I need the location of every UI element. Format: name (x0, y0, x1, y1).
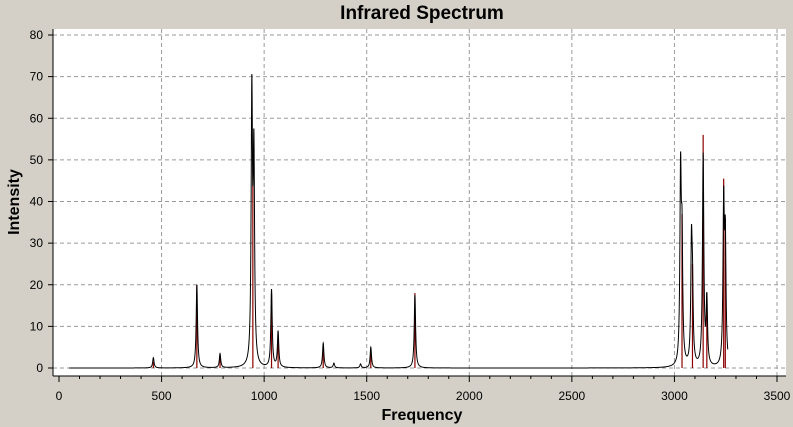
tick-labels: 0 500 1000 1500 2000 2500 3000 3500 0 10 20 30 40 50 6… (30, 28, 791, 403)
x-tick-label: 2000 (456, 389, 483, 403)
grid-lines (53, 29, 786, 376)
y-axis-label: Intensity (6, 169, 23, 235)
y-tick-label: 70 (30, 70, 44, 84)
y-tick-label: 80 (30, 28, 44, 42)
x-tick-label: 0 (56, 389, 63, 403)
y-tick-label: 40 (30, 195, 44, 209)
x-tick-label: 3000 (661, 389, 688, 403)
plot-area (53, 29, 786, 376)
spectrum-series (69, 73, 729, 369)
x-tick-label: 1000 (251, 389, 278, 403)
x-tick-label: 3500 (764, 389, 791, 403)
x-tick-label: 500 (152, 389, 172, 403)
axes (48, 29, 786, 382)
chart-title: Infrared Spectrum (340, 3, 504, 24)
y-tick-label: 20 (30, 278, 44, 292)
title-bar (0, 0, 793, 26)
y-tick-label: 0 (36, 361, 43, 375)
x-tick-label: 1500 (353, 389, 380, 403)
y-tick-label: 10 (30, 319, 44, 333)
y-tick-label: 60 (30, 111, 44, 125)
spectrum-line (69, 73, 729, 369)
x-tick-label: 2500 (559, 389, 586, 403)
y-tick-label: 50 (30, 153, 44, 167)
x-axis-label: Frequency (382, 407, 463, 424)
y-tick-label: 30 (30, 236, 44, 250)
